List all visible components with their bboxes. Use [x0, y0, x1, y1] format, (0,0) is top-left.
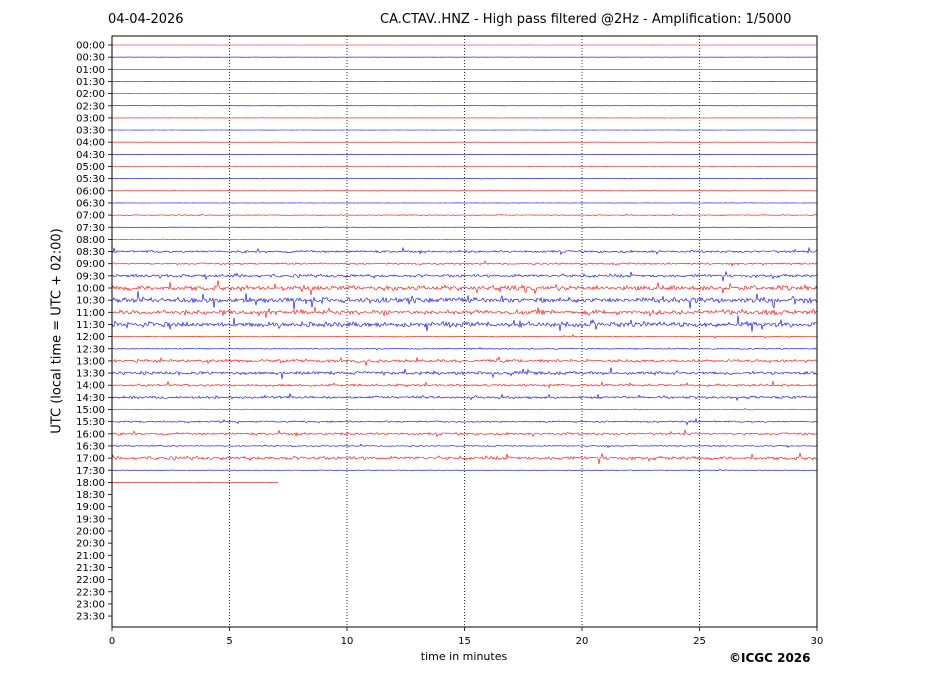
trace-1400	[111, 380, 818, 389]
y-tick-label: 21:30	[76, 563, 105, 574]
y-tick-label: 05:00	[76, 162, 105, 173]
y-tick-label: 08:00	[76, 235, 105, 246]
trace-1330	[111, 367, 818, 379]
x-tick-label: 0	[109, 636, 115, 647]
y-tick-label: 10:30	[76, 296, 105, 307]
y-tick-label: 14:30	[76, 393, 105, 404]
y-tick-label: 04:30	[76, 150, 105, 161]
trace-1500	[111, 407, 818, 411]
trace-0930	[111, 270, 818, 282]
trace-0500	[111, 166, 818, 168]
y-tick-label: 05:30	[76, 174, 105, 185]
y-tick-label: 23:00	[76, 599, 105, 610]
y-tick-label: 00:30	[76, 53, 105, 64]
y-tick-label: 22:30	[76, 587, 105, 598]
trace-1530	[111, 417, 818, 426]
y-tick-label: 20:30	[76, 539, 105, 550]
plot-frame	[111, 35, 818, 628]
y-tick-label: 21:00	[76, 551, 105, 562]
trace-1300	[111, 356, 818, 366]
trace-0700	[111, 213, 818, 217]
y-tick-label: 16:00	[76, 429, 105, 440]
x-tick-label: 30	[811, 636, 824, 647]
y-tick-label: 12:30	[76, 344, 105, 355]
trace-1630	[112, 443, 818, 449]
y-tick-label: 07:00	[76, 211, 105, 222]
trace-0830	[111, 246, 818, 256]
trace-1230	[111, 346, 817, 350]
y-tick-label: 13:00	[76, 356, 105, 367]
y-tick-label: 02:30	[76, 101, 105, 112]
y-tick-label: 01:30	[76, 77, 105, 88]
trace-1600	[111, 428, 818, 438]
y-tick-label: 03:30	[76, 126, 105, 137]
trace-1130	[111, 315, 817, 332]
trace-0800	[111, 238, 818, 241]
y-tick-label: 10:00	[76, 284, 105, 295]
chart-title: CA.CTAV..HNZ - High pass filtered @2Hz -…	[380, 12, 792, 27]
y-tick-label: 13:30	[76, 369, 105, 380]
trace-1030	[111, 290, 818, 310]
y-tick-label: 18:30	[76, 490, 105, 501]
trace-1100	[111, 306, 818, 318]
trace-1700	[111, 452, 818, 465]
trace-0200	[112, 93, 818, 95]
trace-1000	[111, 280, 818, 296]
y-tick-label: 14:00	[76, 381, 105, 392]
x-tick-label: 5	[226, 636, 232, 647]
trace-1430	[111, 393, 818, 402]
grid-lines	[229, 36, 700, 627]
y-tick-label: 22:00	[76, 575, 105, 586]
y-tick-label: 15:00	[76, 405, 105, 416]
y-tick-label: 03:00	[76, 113, 105, 124]
x-tick-label: 10	[341, 636, 354, 647]
trace-1730	[112, 468, 818, 472]
y-tick-label: 06:00	[76, 186, 105, 197]
y-tick-label: 09:00	[76, 259, 105, 270]
y-tick-label: 17:30	[76, 466, 105, 477]
y-tick-label: 00:00	[76, 41, 105, 52]
y-tick-label: 06:30	[76, 198, 105, 209]
y-tick-label: 02:00	[76, 89, 105, 100]
y-tick-label: 04:00	[76, 138, 105, 149]
y-tick-label: 08:30	[76, 247, 105, 258]
trace-0900	[111, 260, 817, 267]
date-label: 04-04-2026	[108, 12, 184, 27]
x-axis-label: time in minutes	[420, 650, 508, 663]
y-tick-label: 23:30	[76, 612, 105, 623]
y-tick-label: 11:00	[76, 308, 105, 319]
y-tick-label: 19:30	[76, 514, 105, 525]
copyright-label: ©ICGC 2026	[729, 651, 811, 665]
y-tick-label: 19:00	[76, 502, 105, 513]
x-tick-label: 20	[576, 636, 589, 647]
y-tick-label: 18:00	[76, 478, 105, 489]
y-tick-label: 01:00	[76, 65, 105, 76]
trace-1200	[111, 334, 818, 339]
y-tick-label: 09:30	[76, 271, 105, 282]
trace-layer	[111, 44, 818, 483]
x-tick-label: 25	[693, 636, 706, 647]
y-tick-label: 12:00	[76, 332, 105, 343]
y-tick-label: 15:30	[76, 417, 105, 428]
y-tick-label: 16:30	[76, 441, 105, 452]
y-tick-label: 20:00	[76, 527, 105, 538]
y-tick-label: 07:30	[76, 223, 105, 234]
x-tick-label: 15	[458, 636, 471, 647]
y-tick-label: 11:30	[76, 320, 105, 331]
trace-0630	[111, 202, 817, 204]
y-tick-label: 17:00	[76, 454, 105, 465]
